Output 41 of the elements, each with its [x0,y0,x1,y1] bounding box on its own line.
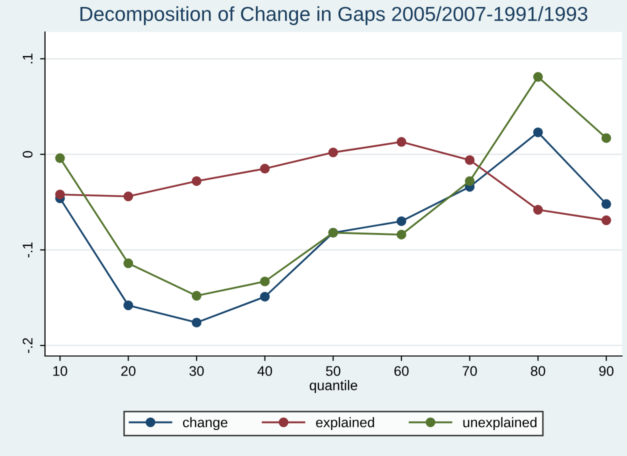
point [464,155,475,165]
point [601,215,612,226]
x-tick-label: 60 [394,366,409,376]
point [192,318,202,328]
point [192,290,202,301]
legend-label: explained [316,417,374,430]
point [192,176,202,186]
point [55,190,65,200]
x-tick-label: 20 [121,366,136,376]
point [328,148,338,158]
legend-label: change [183,417,228,430]
y-tick-label: .1 [22,54,32,64]
point [533,72,543,82]
point [601,199,612,209]
point [396,137,406,147]
x-axis-title: quantile [310,380,358,394]
y-tick-label: 0 [22,151,33,158]
x-tick-label: 10 [53,366,68,376]
y-tick-label: -.2 [22,338,32,353]
point [123,258,134,268]
point [260,164,270,174]
y-tick-label: -.1 [22,242,32,258]
point [396,230,406,240]
legend-label: unexplained [463,417,536,430]
x-tick-label: 90 [599,366,614,376]
point [533,127,543,138]
point [464,176,475,186]
x-tick-label: 80 [530,366,546,376]
x-tick-label: 70 [462,366,477,376]
x-tick-label: 40 [257,366,272,376]
point [396,216,406,226]
point [260,276,270,286]
x-tick-label: 30 [189,366,204,376]
point [123,300,134,310]
x-tick-label: 50 [326,366,340,376]
point [260,292,270,302]
point [123,192,134,202]
chart-title: Decomposition of Change in Gaps 2005/2007-1991/1993 [80,6,588,26]
point [55,153,65,164]
point [533,204,543,215]
point [601,133,612,143]
